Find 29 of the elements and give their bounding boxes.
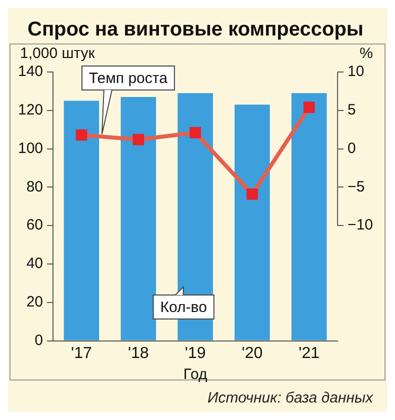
y2-tick-label: 10 xyxy=(348,63,364,80)
bar xyxy=(234,104,270,340)
y-tick-label: 20 xyxy=(26,294,44,311)
x-tick-label: '17 xyxy=(71,344,92,362)
bar xyxy=(291,93,327,340)
x-tick-label: '18 xyxy=(128,344,149,362)
bar xyxy=(64,100,100,340)
y-tick-label: 40 xyxy=(26,255,44,272)
x-axis-title: Год xyxy=(183,366,208,384)
y2-tick-label: 0 xyxy=(348,140,356,157)
chart-title: Спрос на винтовые компрессоры xyxy=(27,18,364,41)
y-tick-label: 0 xyxy=(34,332,44,349)
y2-axis-title: % xyxy=(360,45,373,62)
x-tick-label: '21 xyxy=(298,344,320,362)
y-tick-label: 60 xyxy=(26,216,44,234)
y2-tick-label: −10 xyxy=(348,216,374,234)
x-tick-label: '20 xyxy=(242,344,263,362)
series-label: Кол-во xyxy=(160,299,207,316)
x-tick-label: '19 xyxy=(184,344,206,362)
text: Темп роста xyxy=(88,70,168,88)
text: Источник: база данных xyxy=(208,390,374,407)
y-tick-label: 120 xyxy=(18,102,44,119)
y-tick-label: 80 xyxy=(26,178,44,196)
y-tick-label: 140 xyxy=(18,63,44,80)
y-tick-label: 100 xyxy=(18,140,44,157)
y2-tick-label: 5 xyxy=(348,102,356,119)
bar xyxy=(120,96,156,340)
y2-tick-label: −5 xyxy=(348,178,365,196)
y-axis-title: 1,000 штук xyxy=(20,45,96,62)
